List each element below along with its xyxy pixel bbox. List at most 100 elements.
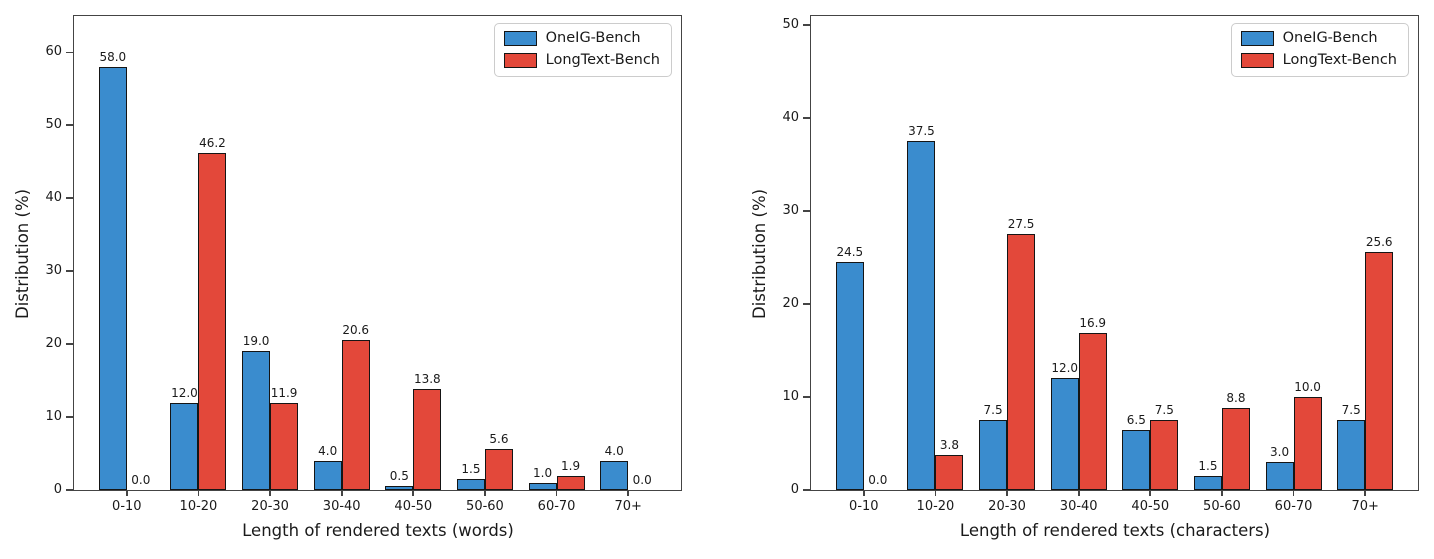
y-tick-mark — [66, 51, 73, 54]
x-tick-mark — [1077, 490, 1080, 496]
bar-value-label: 58.0 — [99, 50, 127, 65]
bar-value-label: 25.6 — [1365, 235, 1393, 250]
bar-value-label: 6.5 — [1126, 412, 1146, 427]
bar-value-label: 1.9 — [561, 459, 581, 474]
bar-LongText-Bench — [1293, 397, 1322, 490]
x-tick-label: 40-50 — [394, 499, 433, 514]
bar-LongText-Bench — [1221, 408, 1250, 490]
x-tick-label: 10-20 — [916, 499, 955, 514]
legend-label: LongText-Bench — [1282, 51, 1397, 68]
bar-OneIG-Bench — [979, 420, 1008, 490]
y-tick-mark — [803, 489, 810, 491]
y-tick-label: 30 — [45, 263, 62, 279]
bar-value-label: 13.8 — [413, 372, 441, 387]
x-tick-mark — [862, 490, 865, 496]
x-tick-mark — [1006, 490, 1008, 496]
y-tick-label: 50 — [782, 17, 799, 33]
x-tick-mark — [269, 490, 271, 496]
chart-characters: Distribution (%) 0 10 20 30 40 50 0-10 24.5 0.0 1… — [717, 0, 1434, 559]
bar-value-label: 0.0 — [131, 473, 151, 487]
x-tick-mark — [125, 490, 128, 496]
x-tick-mark — [484, 490, 486, 496]
x-tick-label: 70+ — [1351, 499, 1379, 514]
bar-value-label: 7.5 — [1341, 403, 1361, 418]
bar-value-label: 16.9 — [1079, 315, 1107, 330]
x-tick-label: 70+ — [614, 499, 642, 514]
bar-OneIG-Bench — [456, 479, 485, 490]
bar-LongText-Bench — [1150, 420, 1179, 490]
x-tick-mark — [1221, 490, 1223, 496]
bar-OneIG-Bench — [528, 482, 557, 490]
bar-value-label: 4.0 — [318, 443, 338, 458]
x-tick-label: 30-40 — [322, 499, 361, 514]
x-tick-mark — [934, 490, 937, 496]
y-tick-mark — [803, 24, 810, 27]
y-tick-label: 30 — [782, 203, 799, 219]
bar-value-label: 7.5 — [983, 403, 1003, 418]
x-tick-label: 30-40 — [1059, 499, 1098, 514]
x-axis-label: Length of rendered texts (characters) — [959, 521, 1271, 540]
y-tick-label: 10 — [45, 409, 62, 425]
bar-OneIG-Bench — [1337, 420, 1366, 490]
bar-OneIG-Bench — [170, 402, 199, 490]
legend-label: OneIG-Bench — [545, 30, 641, 46]
bar-value-label: 0.0 — [868, 473, 888, 487]
y-tick-label: 0 — [53, 482, 62, 497]
bar-LongText-Bench — [935, 454, 964, 490]
x-tick-mark — [1364, 490, 1367, 496]
y-tick-mark — [66, 489, 73, 491]
bar-value-label: 37.5 — [908, 124, 935, 139]
x-tick-label: 40-50 — [1131, 499, 1170, 514]
y-tick-label: 40 — [782, 110, 799, 126]
y-tick-label: 20 — [45, 336, 62, 352]
bar-LongText-Bench — [1078, 332, 1107, 490]
legend-label: OneIG-Bench — [1282, 30, 1378, 46]
bar-LongText-Bench — [1365, 252, 1394, 490]
bar-value-label: 7.5 — [1154, 403, 1174, 418]
x-tick-label: 50-60 — [1203, 499, 1241, 514]
bar-value-label: 4.0 — [604, 443, 624, 458]
bar-LongText-Bench — [484, 449, 513, 490]
x-tick-label: 0-10 — [112, 499, 142, 514]
chart-words: Distribution (%) 0 10 20 30 40 50 60 0-10 58.0 0.… — [13, 15, 682, 540]
bar-value-label: 1.5 — [1198, 459, 1218, 474]
legend-swatch-icon — [1240, 31, 1274, 47]
x-tick-label: 50-60 — [466, 499, 504, 514]
plot-area: 0 10 20 30 40 50 0-10 24.5 0.0 10-20 37.5 3.8 20-30 7… — [782, 15, 1419, 513]
bar-value-label: 12.0 — [1051, 361, 1079, 376]
bar-OneIG-Bench — [242, 351, 271, 490]
bar-LongText-Bench — [341, 339, 370, 490]
x-tick-mark — [1292, 490, 1295, 496]
legend-swatch-icon — [1240, 53, 1274, 69]
bar-OneIG-Bench — [1193, 476, 1222, 490]
x-tick-label: 60-70 — [1274, 499, 1313, 514]
legend-swatch-icon — [503, 53, 537, 69]
y-tick-label: 20 — [782, 296, 799, 312]
x-axis-label: Length of rendered texts (words) — [242, 521, 514, 540]
x-tick-label: 20-30 — [251, 499, 289, 514]
y-tick-label: 10 — [782, 389, 799, 405]
bar-LongText-Bench — [556, 476, 585, 490]
bar-value-label: 1.0 — [533, 465, 553, 480]
y-tick-mark — [66, 343, 73, 346]
bar-OneIG-Bench — [907, 141, 936, 490]
bar-value-label: 1.5 — [461, 462, 481, 477]
bar-OneIG-Bench — [385, 486, 414, 490]
bar-value-label: 10.0 — [1294, 380, 1321, 395]
bar-value-label: 20.6 — [342, 322, 370, 337]
x-tick-mark — [340, 490, 343, 496]
legend: OneIG-Bench LongText-Bench — [493, 23, 672, 77]
legend-item-OneIG-Bench: OneIG-Bench — [1240, 30, 1397, 47]
bar-OneIG-Bench — [1122, 429, 1151, 490]
y-tick-label: 50 — [45, 117, 62, 133]
x-tick-label: 20-30 — [988, 499, 1026, 514]
x-tick-mark — [1149, 490, 1152, 496]
plot-area: 0 10 20 30 40 50 60 0-10 58.0 0.0 10-20 12.0 46.2 20-… — [45, 15, 682, 513]
x-tick-mark — [555, 490, 558, 496]
bar-OneIG-Bench — [1265, 462, 1294, 490]
x-tick-label: 0-10 — [849, 499, 879, 514]
x-tick-mark — [197, 490, 200, 496]
x-tick-mark — [412, 490, 415, 496]
bar-OneIG-Bench — [1050, 378, 1079, 490]
